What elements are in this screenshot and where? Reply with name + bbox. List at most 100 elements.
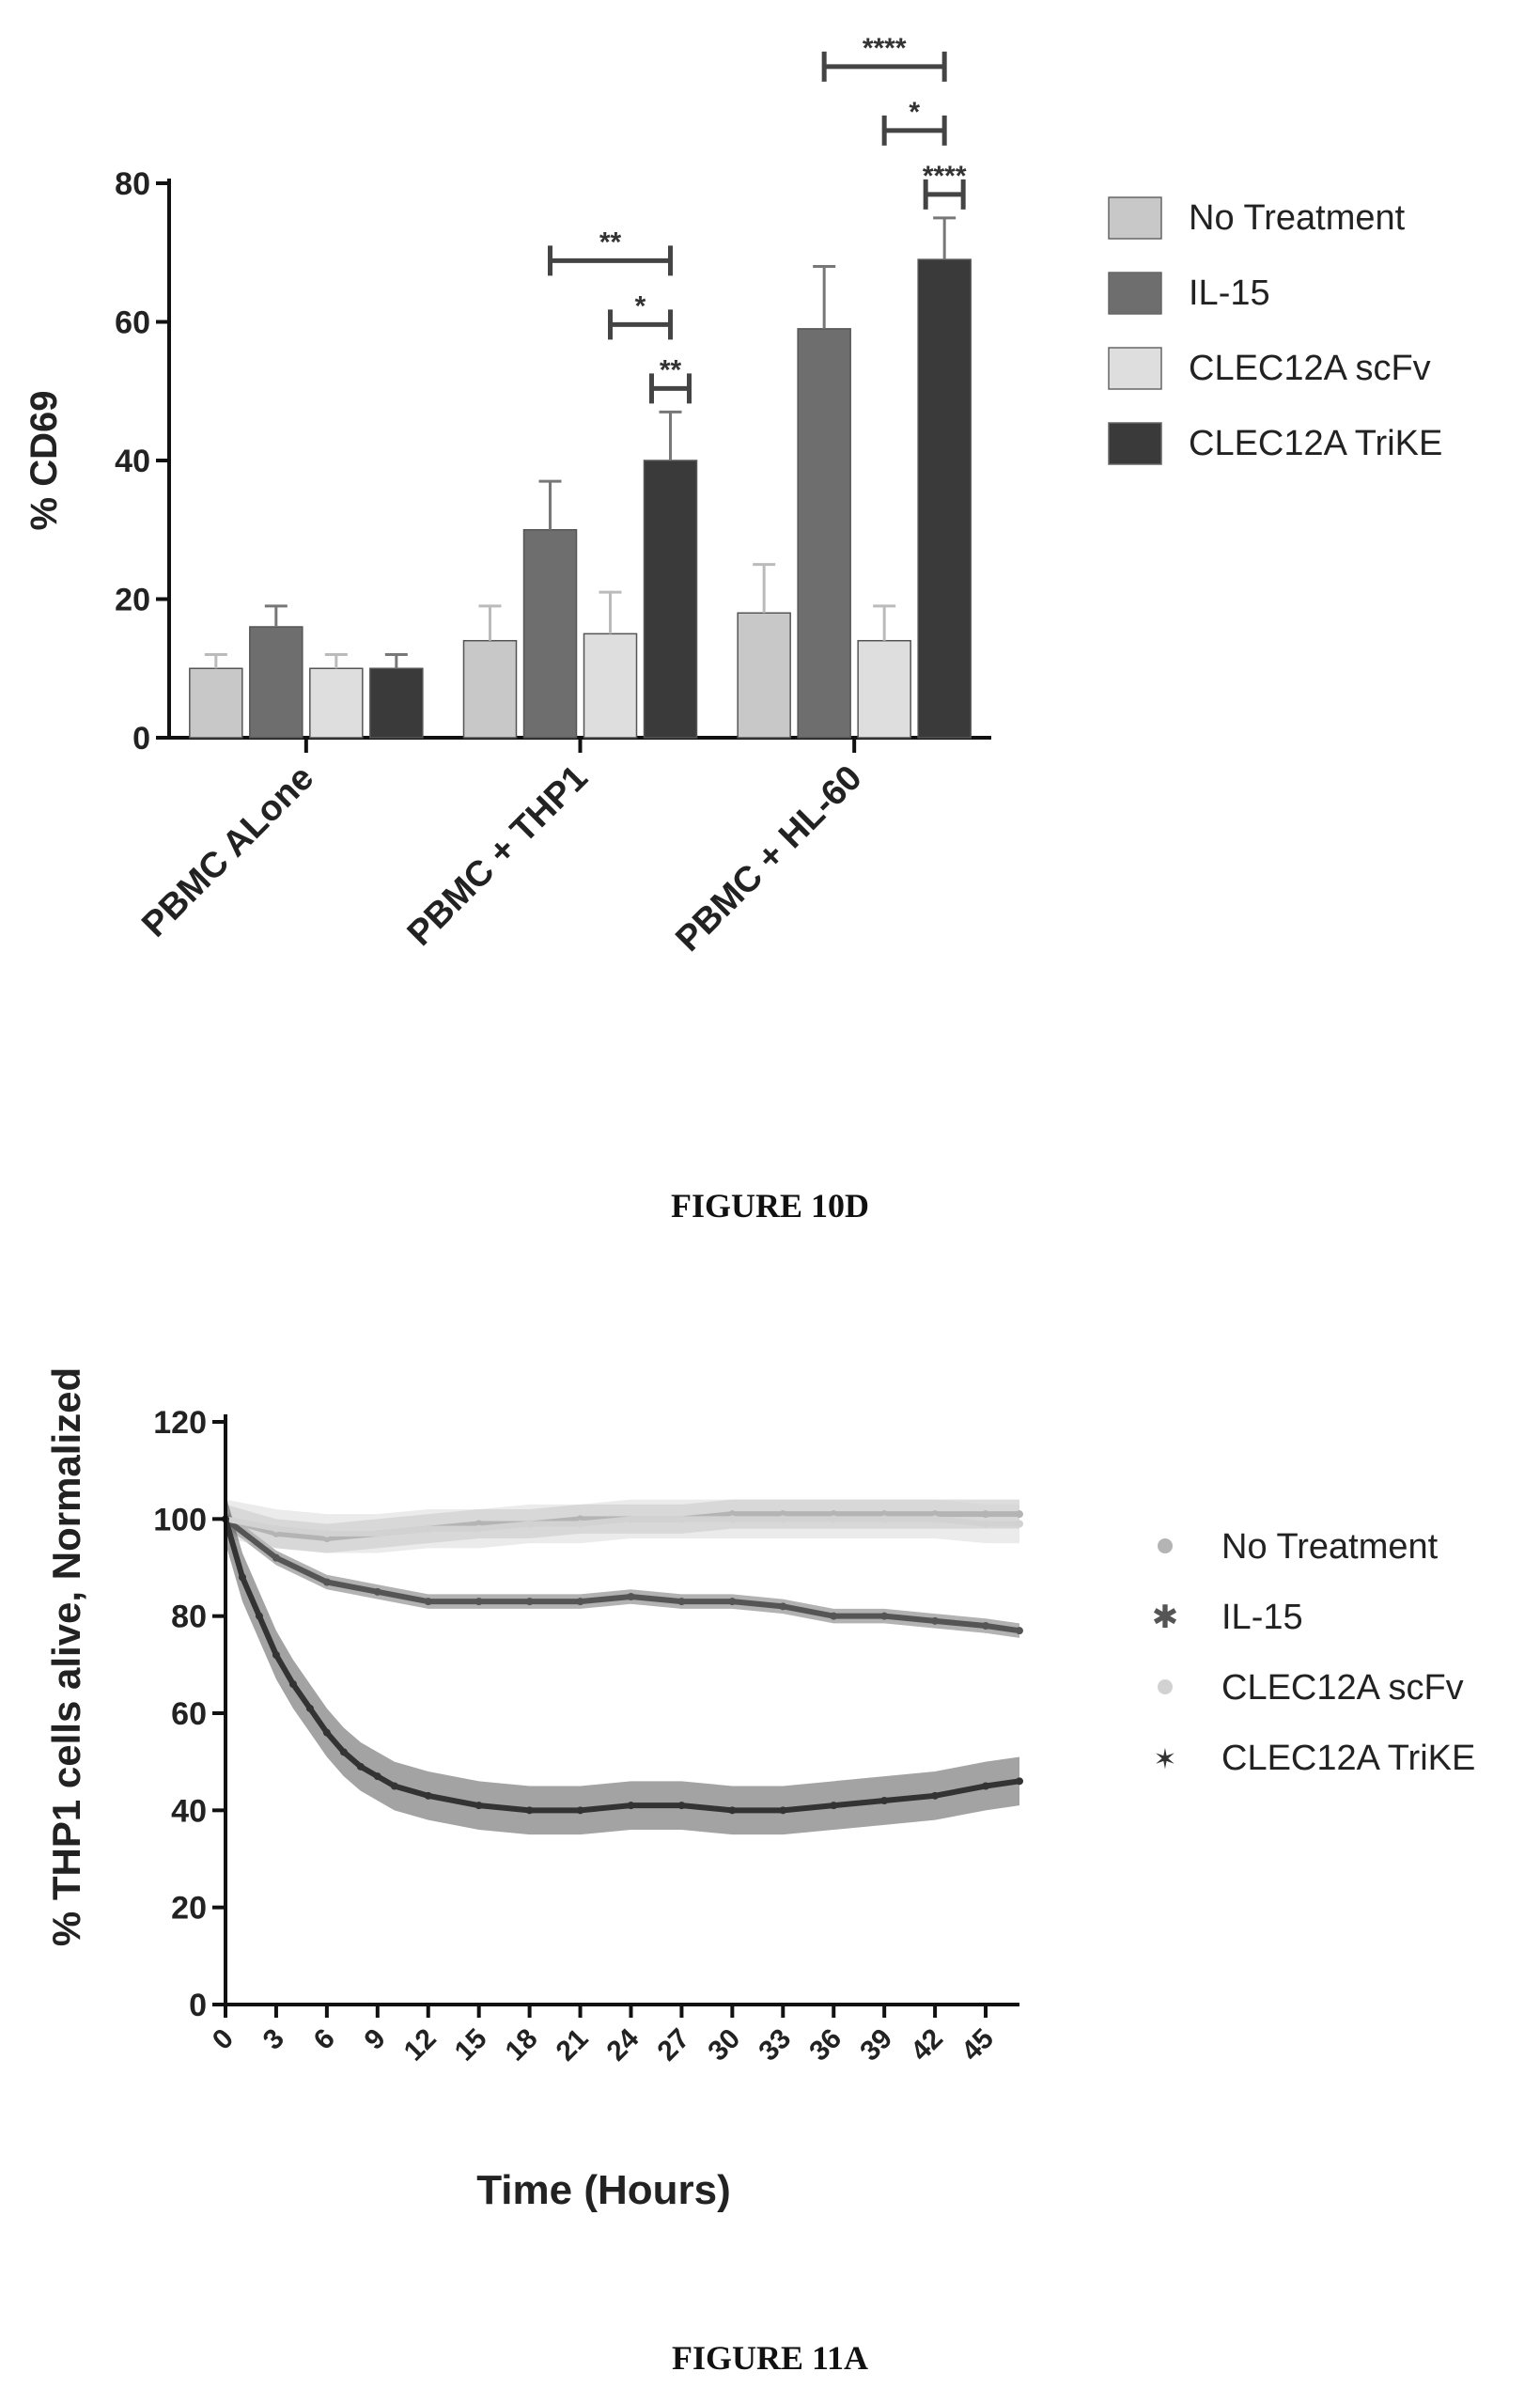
point-clec12a-scfv (931, 1515, 940, 1523)
cd69-bar-chart: 0 20 40 60 80 % CD69 PBMC ALone PBMC + THP1 PBMC… (23, 33, 1442, 960)
point-clec12a-trike (424, 1791, 432, 1800)
bar-clec12a-scfv (583, 632, 638, 739)
point-no-treatment (982, 1510, 990, 1519)
bar-clec12a-trike (369, 667, 424, 739)
point-il-15 (880, 1612, 889, 1620)
point-clec12a-trike (255, 1612, 263, 1620)
line-clec12a-trike (223, 1518, 1020, 1814)
point-clec12a-trike (339, 1748, 348, 1756)
point-il-15 (474, 1598, 483, 1606)
point-clec12a-trike (288, 1680, 297, 1688)
point-clec12a-trike (728, 1806, 737, 1815)
y-tick-label: 20 (171, 1891, 207, 1927)
significance-label: * (909, 97, 920, 128)
bar-clec12a-trike (917, 258, 972, 739)
point-clec12a-scfv (576, 1520, 584, 1528)
significance-label: **** (863, 33, 907, 64)
y-axis-label: % CD69 (23, 391, 65, 531)
point-clec12a-scfv (272, 1524, 280, 1533)
point-clec12a-trike (931, 1791, 940, 1800)
point-clec12a-scfv (424, 1524, 432, 1533)
point-il-15 (525, 1598, 534, 1606)
point-il-15 (272, 1553, 280, 1562)
y-tick-label: 120 (153, 1405, 207, 1441)
x-tick-label: 9 (359, 2023, 392, 2056)
x-tick-label: 18 (500, 2023, 544, 2068)
point-clec12a-trike (474, 1802, 483, 1810)
legend-marker-clec12a-trike: ✶ (1153, 1744, 1176, 1775)
significance-label: ** (599, 226, 622, 257)
legend-label-clec12a-trike: CLEC12A TriKE (1189, 424, 1442, 463)
bar-clec12a-scfv (857, 640, 911, 739)
point-il-15 (424, 1598, 432, 1606)
point-clec12a-scfv (474, 1524, 483, 1533)
point-il-15 (677, 1598, 686, 1606)
legend-swatch-clec12a-scfv (1108, 347, 1162, 390)
point-no-treatment (1016, 1510, 1023, 1519)
point-il-15 (627, 1593, 635, 1600)
point-clec12a-scfv (982, 1520, 990, 1528)
point-clec12a-trike (627, 1802, 635, 1810)
point-clec12a-scfv (525, 1520, 534, 1528)
bar-no-treatment (189, 667, 243, 739)
band-il-15 (226, 1511, 1019, 1638)
legend-label-no-treatment: No Treatment (1189, 198, 1406, 238)
point-clec12a-trike (322, 1728, 331, 1737)
point-il-15 (728, 1598, 737, 1606)
point-clec12a-trike (1016, 1777, 1023, 1786)
point-il-15 (322, 1578, 331, 1586)
point-clec12a-trike (677, 1802, 686, 1810)
point-il-15 (576, 1598, 584, 1606)
y-tick-label: 60 (115, 305, 150, 341)
significance-label: ** (660, 354, 682, 385)
point-clec12a-scfv (830, 1515, 838, 1523)
x-tick-label: 12 (398, 2023, 443, 2068)
point-clec12a-trike (779, 1806, 787, 1815)
point-clec12a-trike (356, 1762, 365, 1771)
x-tick-label: 21 (551, 2023, 595, 2068)
point-clec12a-scfv (779, 1515, 787, 1523)
x-tick-label: 15 (449, 2023, 493, 2068)
x-tick-label: 3 (257, 2023, 290, 2056)
point-clec12a-trike (982, 1782, 990, 1790)
point-clec12a-trike (272, 1651, 280, 1659)
point-clec12a-scfv (373, 1529, 381, 1537)
point-clec12a-scfv (677, 1515, 686, 1523)
point-clec12a-trike (880, 1797, 889, 1804)
point-clec12a-trike (525, 1806, 534, 1815)
bar-clec12a-trike (643, 460, 698, 739)
legend-swatch-no-treatment (1108, 196, 1162, 240)
y-tick-label: 0 (189, 1988, 207, 2023)
legend-label-il-15: IL-15 (1221, 1598, 1303, 1637)
point-clec12a-trike (305, 1704, 314, 1712)
point-il-15 (830, 1612, 838, 1620)
y-tick-label: 100 (153, 1502, 207, 1537)
category-label: PBMC ALone (134, 758, 321, 945)
bar-il-15 (797, 328, 851, 739)
point-clec12a-scfv (728, 1515, 737, 1523)
legend-label-clec12a-trike: CLEC12A TriKE (1221, 1739, 1475, 1778)
category-label: PBMC + THP1 (400, 758, 596, 954)
legend-marker-clec12a-scfv (1158, 1679, 1173, 1694)
figure-caption-10d: FIGURE 10D (670, 1187, 869, 1225)
x-tick-label: 45 (956, 2023, 1000, 2068)
legend-marker-no-treatment (1158, 1538, 1173, 1553)
point-clec12a-trike (238, 1573, 246, 1582)
y-tick-label: 20 (115, 583, 150, 618)
x-tick-label: 6 (308, 2023, 341, 2056)
legend-marker-il-15: ✱ (1152, 1599, 1179, 1635)
y-axis-label: % THP1 cells alive, Normalized (44, 1367, 88, 1946)
band-clec12a-scfv (226, 1499, 1019, 1553)
legend-label-il-15: IL-15 (1189, 273, 1270, 313)
point-clec12a-scfv (880, 1515, 889, 1523)
y-tick-label: 80 (171, 1599, 207, 1635)
point-clec12a-trike (390, 1782, 398, 1790)
x-tick-label: 33 (753, 2023, 797, 2068)
legend-label-no-treatment: No Treatment (1221, 1527, 1439, 1567)
bar-il-15 (522, 529, 578, 739)
y-tick-label: 40 (171, 1793, 207, 1829)
significance-label: **** (923, 161, 967, 192)
x-tick-label: 24 (601, 2022, 646, 2067)
x-tick-label: 0 (207, 2023, 240, 2056)
